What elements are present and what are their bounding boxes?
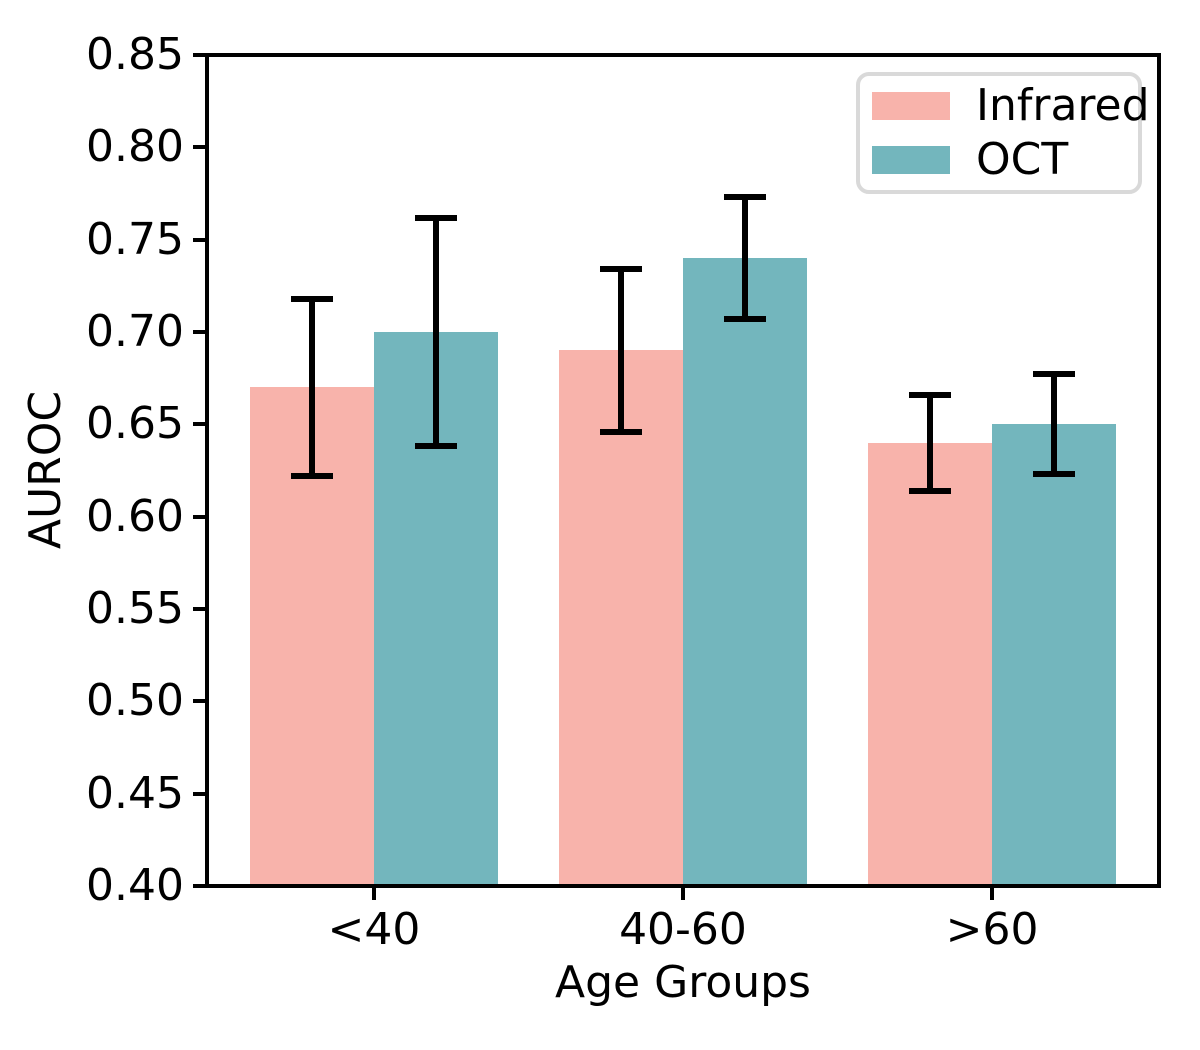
y-tick-label: 0.85 (86, 29, 184, 80)
x-tick-label: >60 (945, 904, 1039, 955)
error-bar-infrared-40 (309, 298, 316, 477)
y-tick-mark (193, 53, 205, 57)
x-tick-mark (990, 888, 995, 900)
y-tick-mark (193, 237, 205, 242)
bar-infrared-60 (868, 442, 993, 884)
x-tick-label: 40-60 (619, 904, 747, 955)
error-cap-top-oct-40-60 (723, 194, 766, 201)
legend: Infrared OCT (856, 72, 1150, 194)
error-bar-infrared-60 (927, 394, 934, 491)
legend-entry-oct: OCT (872, 138, 1138, 182)
legend-entry-infrared: Infrared (872, 84, 1150, 128)
error-cap-bottom-infrared-40-60 (600, 428, 643, 435)
y-tick-mark (193, 330, 205, 334)
y-tick-mark (193, 514, 205, 519)
error-bar-oct-60 (1050, 374, 1057, 475)
y-tick-mark (193, 699, 205, 704)
y-tick-label: 0.45 (86, 767, 184, 819)
error-cap-top-infrared-40-60 (600, 266, 643, 273)
y-tick-label: 0.60 (86, 490, 184, 542)
x-tick-mark (681, 888, 685, 900)
error-bar-infrared-40-60 (618, 269, 625, 432)
error-cap-bottom-infrared-60 (909, 487, 952, 494)
y-tick-mark (193, 422, 205, 427)
legend-swatch-infrared (872, 92, 950, 120)
y-tick-label: 0.75 (86, 213, 184, 265)
error-cap-bottom-oct-40 (414, 443, 457, 450)
y-tick-mark (193, 791, 205, 796)
y-tick-label: 0.80 (86, 121, 184, 173)
error-cap-top-oct-40 (414, 214, 457, 221)
y-axis-title: AUROC (20, 390, 71, 550)
plot-area (205, 53, 1161, 888)
x-tick-mark (371, 888, 376, 900)
error-cap-bottom-oct-40-60 (723, 316, 766, 323)
x-axis-title: Age Groups (555, 957, 811, 1008)
y-tick-label: 0.55 (86, 583, 184, 634)
error-cap-top-oct-60 (1032, 371, 1075, 378)
legend-swatch-oct (872, 146, 950, 174)
bar-oct-40-60 (683, 258, 807, 884)
bar-infrared-40-60 (559, 350, 683, 884)
y-tick-mark (193, 884, 205, 888)
y-tick-mark (193, 607, 205, 611)
error-cap-bottom-oct-60 (1032, 471, 1075, 478)
error-cap-top-infrared-60 (909, 391, 952, 398)
bar-oct-60 (992, 424, 1116, 884)
y-tick-label: 0.50 (86, 675, 184, 727)
error-bar-oct-40-60 (741, 197, 748, 320)
y-tick-label: 0.40 (86, 860, 184, 911)
error-cap-top-infrared-40 (291, 295, 334, 302)
y-tick-label: 0.65 (86, 398, 184, 450)
error-cap-bottom-infrared-40 (291, 473, 334, 480)
legend-label-infrared: Infrared (976, 80, 1150, 131)
x-tick-label: <40 (327, 904, 421, 955)
legend-label-oct: OCT (976, 134, 1069, 185)
y-tick-mark (193, 145, 205, 150)
y-tick-label: 0.70 (86, 306, 184, 357)
error-bar-oct-40 (432, 217, 439, 447)
